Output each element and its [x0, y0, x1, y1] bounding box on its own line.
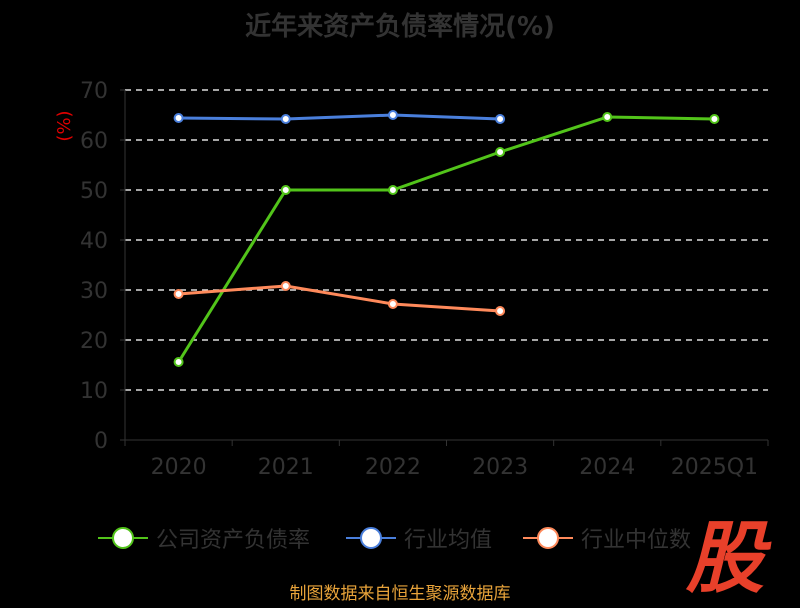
- x-tick-label: 2023: [472, 455, 528, 480]
- data-point: [280, 185, 291, 195]
- data-point: [709, 114, 720, 124]
- data-point: [173, 289, 184, 299]
- x-tick-label: 2024: [579, 455, 635, 480]
- legend-label: 行业中位数: [581, 528, 692, 553]
- x-tick-label: 2020: [151, 455, 207, 480]
- data-point: [173, 357, 184, 367]
- data-point: [280, 114, 291, 124]
- x-tick-label: 2022: [365, 455, 421, 480]
- data-point: [495, 114, 506, 124]
- data-point: [387, 110, 398, 120]
- legend-marker-icon: [346, 526, 396, 550]
- legend-item-industry-mean[interactable]: 行业均值: [346, 522, 492, 554]
- y-tick-label: 10: [80, 379, 108, 404]
- data-point: [387, 185, 398, 195]
- y-axis-label: (%): [54, 110, 75, 141]
- data-point: [495, 306, 506, 316]
- series-line: [177, 115, 715, 363]
- legend-marker-icon: [523, 526, 573, 550]
- data-point: [495, 147, 506, 157]
- brand-logo: 股: [686, 514, 765, 604]
- legend-item-industry-median[interactable]: 行业中位数: [523, 522, 691, 554]
- data-point: [280, 281, 291, 291]
- y-tick-label: 30: [80, 279, 108, 304]
- y-tick-label: 40: [80, 229, 108, 254]
- y-tick-label: 50: [80, 179, 108, 204]
- legend-label: 公司资产负债率: [156, 528, 311, 553]
- legend-item-company[interactable]: 公司资产负债率: [98, 522, 310, 554]
- x-tick-label: 2021: [258, 455, 314, 480]
- legend-label: 行业均值: [404, 528, 493, 553]
- series-line: [178, 113, 501, 121]
- series-line: [178, 284, 501, 313]
- legend-marker-icon: [98, 526, 148, 550]
- data-point: [173, 113, 184, 123]
- y-tick-label: 0: [94, 429, 108, 454]
- y-tick-label: 70: [80, 79, 108, 104]
- y-tick-label: 20: [80, 329, 108, 354]
- data-point: [602, 112, 613, 122]
- x-tick-label: 2025Q1: [671, 455, 758, 480]
- data-point: [387, 299, 398, 309]
- chart-title: 近年来资产负债率情况(%): [245, 12, 555, 42]
- y-tick-label: 60: [80, 129, 108, 154]
- source-note: 制图数据来自恒生聚源数据库: [289, 584, 511, 604]
- line-chart: 0 10 20 30 40 50 60 70(%) 2020 2021 2022 2023 2024 20…: [54, 79, 769, 480]
